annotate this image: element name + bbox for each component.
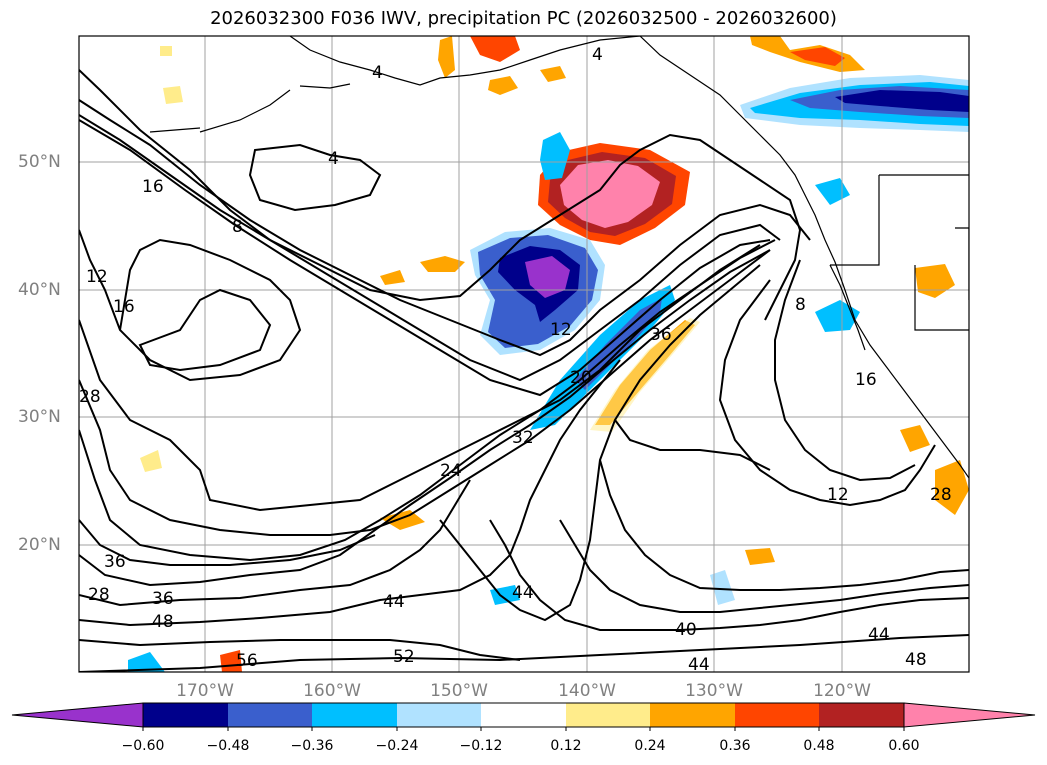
positive-anomaly-area (140, 450, 162, 472)
colorbar-tick-label: −0.36 (290, 738, 334, 754)
map-plot-area: 4 4 4 8 8 12 12 16 16 20 24 28 28 32 36 … (79, 36, 969, 675)
coastlines (149, 36, 969, 479)
colorbar-segment (312, 703, 397, 727)
colorbar-segment (481, 703, 566, 727)
lon-label-140w: 140°W (558, 681, 616, 701)
contour-label: 4 (592, 45, 603, 65)
negative-anomaly-area (710, 570, 735, 605)
contour-label: 44 (688, 655, 710, 675)
colorbar-tick-label: −0.24 (375, 738, 419, 754)
positive-anomaly-area (790, 47, 845, 66)
contour-label: 32 (512, 428, 534, 448)
colorbar-segment (735, 703, 819, 727)
positive-anomaly-area (935, 460, 969, 515)
contour-label: 28 (79, 387, 101, 407)
lon-label-170w: 170°W (176, 681, 234, 701)
contour-label: 36 (650, 325, 672, 345)
contour-label: 44 (868, 625, 890, 645)
contour-label: 56 (236, 651, 258, 671)
colorbar-tick-label: 0.12 (550, 738, 582, 754)
lat-label-50n: 50°N (18, 152, 61, 172)
contour-label: 44 (512, 583, 534, 603)
contour-label: 12 (827, 485, 849, 505)
contour-label: 28 (88, 585, 110, 605)
colorbar-tick-label: 0.60 (888, 738, 920, 754)
contour-label: 36 (104, 552, 126, 572)
contour-label: 4 (372, 63, 383, 83)
contour-label: 4 (328, 149, 339, 169)
contour-label: 20 (570, 368, 592, 388)
lon-label-160w: 160°W (303, 681, 361, 701)
colorbar-segment (143, 703, 228, 727)
positive-anomaly-area (900, 425, 930, 452)
colorbar-tick-label: −0.60 (121, 738, 165, 754)
contour-label: 40 (675, 620, 697, 640)
negative-anomaly-area (525, 256, 570, 298)
contour-label: 24 (440, 461, 462, 481)
positive-anomaly-area (380, 510, 425, 530)
colorbar-tick-label: 0.24 (634, 738, 666, 754)
negative-anomaly-area (540, 132, 570, 180)
precip-pc-shading (128, 36, 969, 672)
positive-anomaly-area (745, 548, 775, 565)
positive-anomaly-area (470, 36, 520, 62)
lon-label-120w: 120°W (813, 681, 871, 701)
contour-label: 52 (393, 647, 415, 667)
colorbar-segment (228, 703, 312, 727)
positive-anomaly-area (380, 270, 405, 285)
lon-label-150w: 150°W (430, 681, 488, 701)
negative-anomaly-area (128, 652, 165, 672)
colorbar-segment (819, 703, 904, 727)
colorbar (11, 702, 1036, 731)
contour-label: 8 (232, 217, 243, 237)
colorbar-extend-right (903, 702, 1036, 728)
contour-label: 48 (152, 612, 174, 632)
contour-label: 36 (152, 589, 174, 609)
positive-anomaly-area (438, 36, 455, 78)
negative-anomaly-area (815, 178, 850, 205)
map-title: 2026032300 F036 IWV, precipitation PC (2… (210, 8, 837, 29)
positive-anomaly-area (560, 160, 660, 228)
colorbar-extend-left (11, 702, 144, 728)
lon-label-130w: 130°W (685, 681, 743, 701)
contour-label: 48 (905, 650, 927, 670)
contour-label: 16 (113, 297, 135, 317)
lat-label-40n: 40°N (18, 280, 61, 300)
colorbar-tick-label: 0.48 (803, 738, 835, 754)
positive-anomaly-area (488, 76, 518, 95)
map-frame (78, 35, 970, 673)
positive-anomaly-area (163, 86, 183, 104)
colorbar-segment (566, 703, 650, 727)
negative-anomaly-area (575, 298, 662, 390)
contour-label: 16 (855, 370, 877, 390)
positive-anomaly-area (420, 256, 465, 272)
colorbar-tick-label: 0.36 (719, 738, 751, 754)
contour-label: 16 (142, 177, 164, 197)
colorbar-segment (397, 703, 481, 727)
colorbar-tick-label: −0.48 (206, 738, 250, 754)
negative-anomaly-area (490, 585, 520, 605)
contour-labels: 4 4 4 8 8 12 12 16 16 20 24 28 28 32 36 … (79, 45, 952, 675)
lat-label-20n: 20°N (18, 535, 61, 555)
contour-label: 12 (86, 267, 108, 287)
positive-anomaly-area (540, 66, 566, 82)
lat-label-30n: 30°N (18, 407, 61, 427)
iwv-contours (79, 69, 969, 672)
colorbar-tick-label: −0.12 (459, 738, 503, 754)
contour-label: 28 (930, 485, 952, 505)
colorbar-segment (650, 703, 735, 727)
contour-label: 8 (795, 295, 806, 315)
negative-anomaly-area (835, 90, 969, 112)
contour-label: 44 (383, 592, 405, 612)
contour-label: 12 (550, 320, 572, 340)
positive-anomaly-area (160, 46, 172, 56)
